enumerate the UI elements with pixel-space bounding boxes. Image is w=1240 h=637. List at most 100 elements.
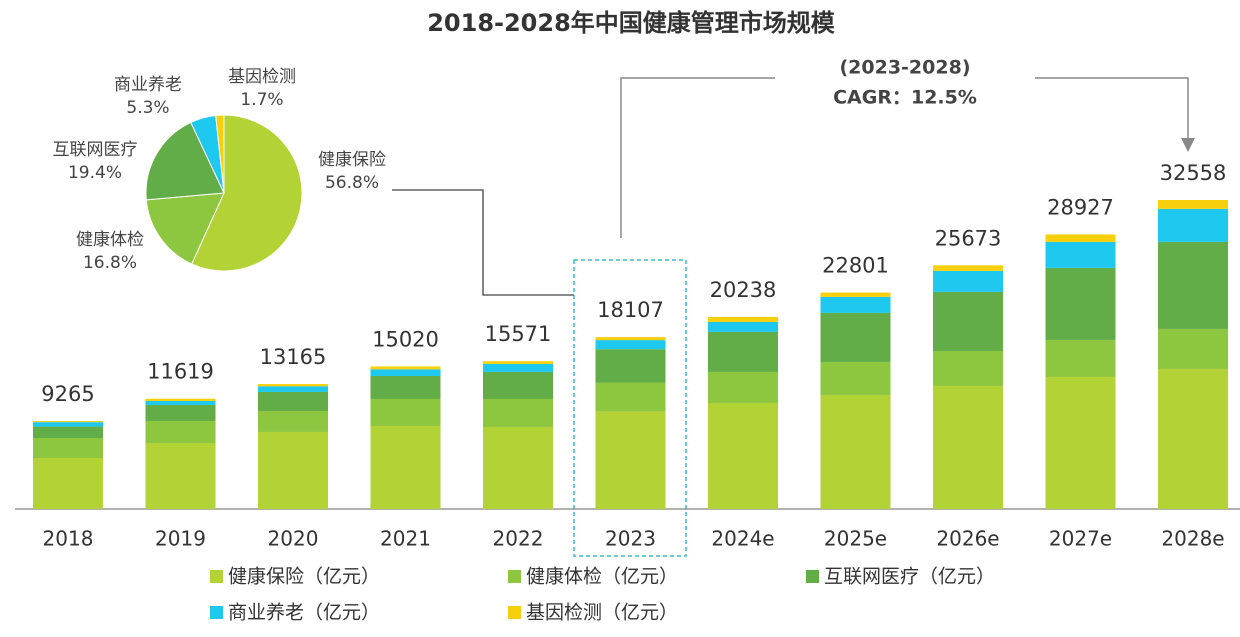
legend-label: 基因检测（亿元） <box>526 602 678 624</box>
bar-segment <box>258 384 328 387</box>
bar-segment <box>370 366 441 370</box>
bar-segment <box>483 371 553 399</box>
bar-segment <box>370 375 441 399</box>
pie-value-label: 16.8% <box>83 253 137 273</box>
bar-segment <box>370 398 441 426</box>
bar-segment <box>933 270 1003 292</box>
bar-segment <box>145 400 216 405</box>
x-tick-label: 2019 <box>155 527 206 551</box>
x-tick-label: 2020 <box>268 527 319 551</box>
total-label: 11619 <box>147 360 214 384</box>
pie-category: 基因检测 <box>228 67 296 87</box>
x-tick-label: 2026e <box>936 527 999 551</box>
bar-segment <box>258 391 328 411</box>
bar-segment <box>933 385 1003 509</box>
bar-segment <box>145 404 216 421</box>
bar-segment <box>820 361 891 395</box>
total-label: 9265 <box>41 382 94 406</box>
bar-segment <box>145 442 216 509</box>
annotation: (2023-2028) <box>839 57 970 79</box>
bar-segment <box>1158 241 1228 329</box>
cagr-line <box>620 77 775 238</box>
legend-swatch <box>210 570 223 583</box>
legend-label: 健康保险（亿元） <box>228 566 380 588</box>
bar-segment <box>483 363 553 372</box>
annotation: CAGR：12.5% <box>833 87 977 109</box>
pie-slice <box>215 114 225 194</box>
total-label: 22801 <box>822 254 889 278</box>
pie-value-label: 5.3% <box>126 98 169 118</box>
x-tick-label: 2028e <box>1161 527 1224 551</box>
bar-segment <box>33 421 103 423</box>
pie-slice <box>145 192 225 265</box>
bar-segment <box>370 369 441 376</box>
bar-segment <box>258 386 328 392</box>
bar-segment <box>708 331 778 372</box>
legend-label: 互联网医疗（亿元） <box>824 566 995 588</box>
x-tick-label: 2023 <box>605 527 656 551</box>
bar-segment <box>595 349 666 383</box>
bar-segment <box>33 426 103 438</box>
bar-segment <box>933 291 1003 351</box>
bar-segment <box>483 426 553 509</box>
bar-segment <box>1158 200 1228 209</box>
legend-label: 商业养老（亿元） <box>228 602 380 624</box>
bar-segment <box>1045 376 1116 509</box>
bar-segment <box>933 265 1003 271</box>
bar-segment <box>1045 339 1116 377</box>
bar-segment <box>483 398 553 427</box>
total-label: 32558 <box>1160 161 1227 185</box>
bar-segment <box>595 337 666 341</box>
bar-segment <box>708 316 778 322</box>
legend-swatch <box>806 570 819 583</box>
total-label: 18107 <box>597 298 664 322</box>
x-tick-label: 2024e <box>711 527 774 551</box>
bar-segment <box>33 437 103 458</box>
legend-label: 健康体检（亿元） <box>526 566 678 588</box>
bar-segment <box>595 382 666 412</box>
bar-segment <box>1158 368 1228 509</box>
x-tick-label: 2027e <box>1049 527 1112 551</box>
bar-segment <box>1045 267 1116 340</box>
pie-value-label: 1.7% <box>240 90 283 110</box>
bar-segment <box>145 420 216 443</box>
pie-value-label: 56.8% <box>325 173 379 193</box>
bar-segment <box>258 410 328 432</box>
total-label: 15571 <box>485 322 552 346</box>
bar-segment <box>33 457 103 509</box>
bar-segment <box>145 398 216 401</box>
legend-swatch <box>508 570 521 583</box>
total-label: 13165 <box>260 345 327 369</box>
bar-segment <box>595 411 666 509</box>
bar-segment <box>820 394 891 509</box>
bar-segment <box>708 371 778 403</box>
bar-segment <box>370 425 441 509</box>
x-tick-label: 2018 <box>43 527 94 551</box>
legend-swatch <box>508 606 521 619</box>
x-tick-label: 2021 <box>380 527 431 551</box>
pie-value-label: 19.4% <box>68 163 122 183</box>
chart-title: 2018-2028年中国健康管理市场规模 <box>427 9 836 37</box>
pie-category: 健康体检 <box>76 230 144 250</box>
x-tick-label: 2025e <box>824 527 887 551</box>
bar-segment <box>708 321 778 332</box>
total-label: 20238 <box>710 278 777 302</box>
x-tick-label: 2022 <box>493 527 544 551</box>
pie-category: 互联网医疗 <box>53 140 138 160</box>
bar-segment <box>820 312 891 362</box>
bar-segment <box>820 296 891 313</box>
bar-segment <box>1045 241 1116 268</box>
pie-category: 健康保险 <box>318 150 386 170</box>
bar-segment <box>1158 328 1228 369</box>
highlight-box <box>573 259 687 557</box>
bar-segment <box>933 350 1003 386</box>
pie-slice <box>191 114 303 272</box>
total-label: 25673 <box>935 226 1002 250</box>
pie-category: 商业养老 <box>114 75 182 95</box>
total-label: 28927 <box>1047 195 1114 219</box>
arrow-head <box>1181 138 1195 152</box>
bar-segment <box>595 340 666 350</box>
bar-segment <box>708 402 778 509</box>
bar-segment <box>1045 234 1116 242</box>
